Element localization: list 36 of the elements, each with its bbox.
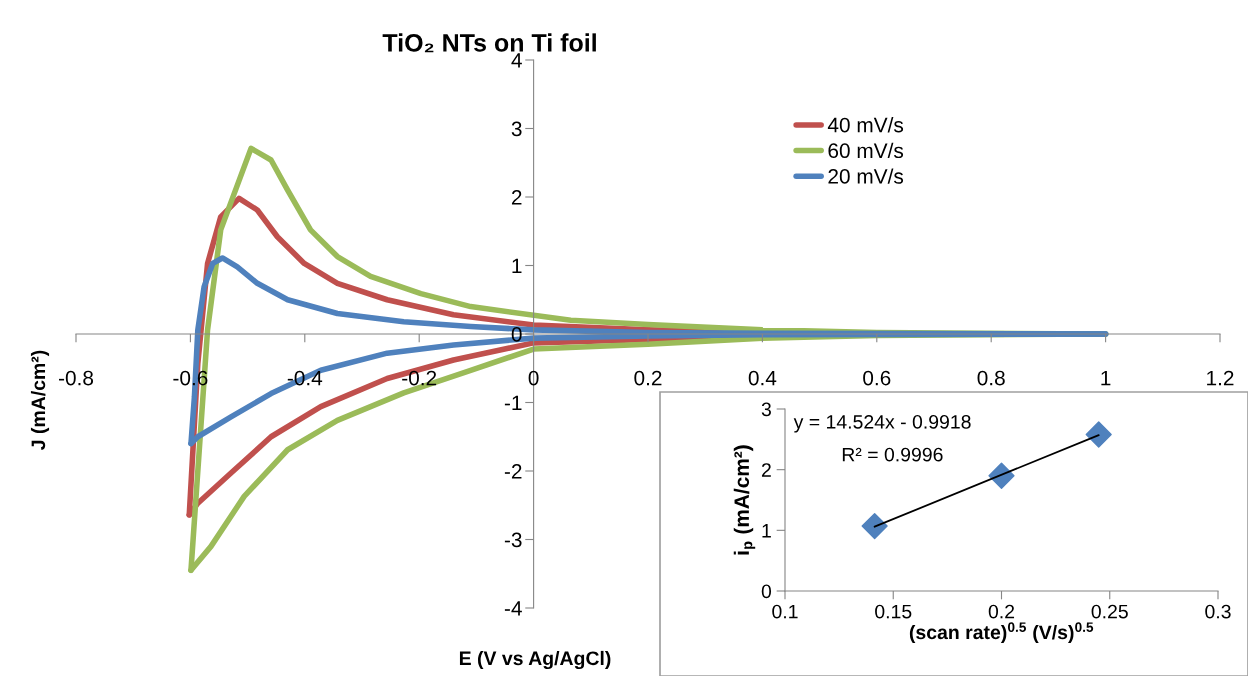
x-tick-label: 1	[1101, 370, 1111, 386]
y-axis-title: i$_{p}$ (mA/cm²)	[733, 445, 756, 555]
legend-label: 20 mV/s	[828, 168, 904, 184]
x-axis-title: E (V vs Ag/AgCl)	[459, 650, 611, 670]
annotation: R² = 0.9996	[842, 447, 943, 462]
y-tick-label: 0	[761, 584, 772, 599]
y-tick-label: 2	[761, 463, 771, 477]
legend-label: 40 mV/s	[827, 117, 904, 133]
y-tick-label: 2	[511, 190, 522, 205]
y-tick-label: -1	[504, 395, 522, 411]
y-tick-label: 3	[511, 121, 522, 137]
x-tick-label: 0.6	[863, 370, 891, 386]
x-tick-label: 0.1	[772, 604, 798, 619]
y-tick-label: 4	[511, 53, 522, 68]
y-tick-label: -2	[504, 464, 522, 479]
chart-title: TiO₂ NTs on Ti foil	[382, 33, 596, 53]
annotation: y = 14.524x - 0.9918	[793, 414, 971, 433]
x-tick-label: 0.15	[875, 604, 912, 619]
x-tick-label: 0.25	[1091, 604, 1128, 619]
y-tick-label: 1	[762, 524, 771, 538]
x-tick-label: 0.4	[748, 370, 777, 386]
y-tick-label: -3	[504, 532, 522, 548]
y-axis-title: J (mA/cm²)	[30, 350, 50, 450]
x-tick-label: 0.2	[988, 604, 1015, 619]
x-tick-label: 1.2	[1207, 370, 1234, 386]
x-tick-label: 0.2	[634, 370, 662, 386]
x-tick-label: -0.2	[402, 370, 437, 386]
y-tick-label: -4	[504, 601, 522, 616]
x-tick-label: 0.8	[977, 370, 1005, 386]
x-tick-label: 0	[528, 370, 539, 386]
x-axis-title: (scan rate)$^{0.5}$ (V/s)$^{0.5}$	[909, 622, 1094, 644]
y-tick-label: 3	[761, 402, 771, 417]
x-tick-label: -0.8	[58, 370, 94, 386]
y-tick-label: 1	[512, 258, 522, 274]
legend-label: 60 mV/s	[828, 142, 904, 159]
x-tick-label: 0.3	[1205, 604, 1231, 619]
